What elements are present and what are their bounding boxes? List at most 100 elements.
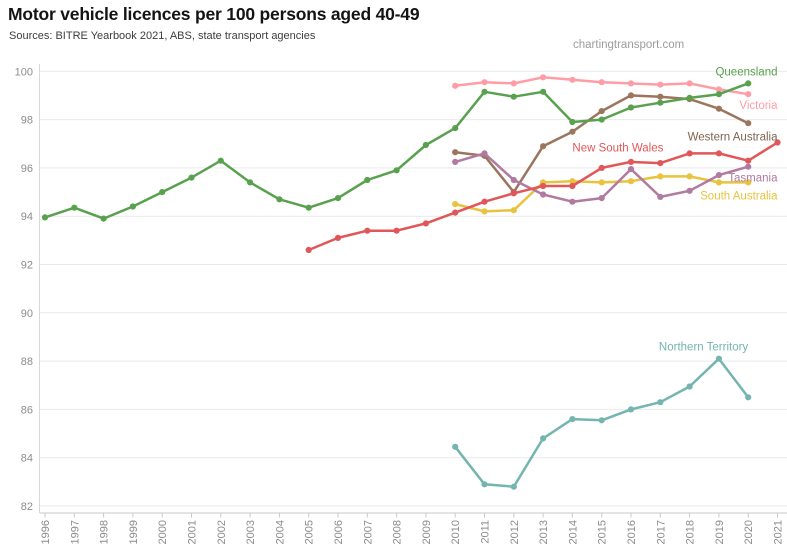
data-point [627,178,635,185]
data-point [247,179,254,186]
data-point [217,157,224,164]
x-tick-label: 1997 [69,520,81,544]
x-tick-label: 2015 [597,520,609,544]
x-tick-label: 2002 [216,520,228,544]
data-point [686,173,693,180]
series-label-queensland: Queensland [715,66,777,78]
data-point [540,191,547,198]
data-point [422,220,429,227]
data-point [452,443,459,450]
data-point [452,125,459,132]
data-point [100,215,107,222]
data-point [540,74,547,81]
series-label-new-south-wales: New South Wales [572,142,663,154]
y-tick-label: 94 [21,211,33,223]
x-tick-label: 2020 [743,520,755,544]
axes [39,64,787,514]
x-tick-label: 2012 [509,520,521,544]
y-tick-label: 84 [21,453,33,465]
data-point [657,399,664,406]
watermark: chartingtransport.com [573,39,685,51]
data-point [452,82,459,89]
y-axis-labels: 100 98 96 94 92 90 88 86 84 82 [15,66,33,513]
x-tick-label: 2010 [450,520,462,544]
data-point [422,141,429,149]
data-point [540,435,547,442]
x-tick-label: 2005 [304,520,316,544]
data-point [364,227,371,234]
y-tick-label: 100 [15,66,33,78]
data-point [657,193,664,200]
series-label-tasmania: Tasmania [728,173,778,185]
x-tick-label: 2019 [714,520,726,544]
series-south-australia [452,173,752,215]
data-point [686,383,693,390]
data-point [276,196,283,203]
data-point [481,79,488,86]
data-point [71,204,78,211]
data-point [481,150,488,157]
data-point [540,143,547,150]
data-point [627,80,635,87]
data-point [627,104,635,111]
data-point [452,201,459,208]
data-point [334,234,342,241]
data-point [745,394,752,401]
data-point [715,355,723,362]
data-point [745,163,752,170]
series-tasmania [452,150,752,205]
data-point [510,93,517,100]
gridlines [39,70,787,507]
data-point [364,176,371,184]
y-tick-label: 92 [21,260,33,272]
data-point [598,195,605,202]
data-point [452,149,459,156]
x-tick-label: 2003 [245,520,257,544]
x-tick-label: 2009 [421,520,433,544]
data-point [569,118,576,126]
data-point [569,416,576,423]
data-point [481,88,488,95]
data-point [715,105,723,112]
data-point [598,164,605,171]
y-tick-label: 86 [21,404,33,416]
data-point [569,76,576,83]
data-point [481,198,488,205]
data-point [305,246,312,254]
data-point [334,195,342,202]
data-point [686,187,693,194]
series-labels: Victoria Western Australia South Australia… [572,66,778,353]
x-tick-label: 2004 [274,520,286,544]
series-label-western-australia: Western Australia [688,132,779,144]
data-point [715,179,723,186]
data-point [481,208,488,215]
data-point [598,179,605,186]
data-point [452,158,459,165]
data-point [715,91,723,98]
data-point [452,209,459,216]
chart-title: Motor vehicle licences per 100 persons a… [8,4,420,24]
data-point [686,94,693,101]
x-tick-label: 2011 [480,520,492,544]
data-point [569,198,576,205]
data-point [657,81,664,88]
data-point [481,481,488,488]
data-point [540,182,547,190]
series-victoria [452,74,752,98]
x-axis-labels: 1996 1997 1998 1999 2000 2001 2002 2003 2004 2005… [40,513,785,544]
data-point [686,150,693,157]
data-point [393,227,400,234]
data-point [393,167,400,174]
y-tick-label: 88 [21,356,33,368]
data-point [715,150,723,157]
y-tick-label: 98 [21,115,33,127]
y-tick-label: 82 [21,501,33,513]
data-point [510,80,517,87]
series-queensland [41,80,752,222]
data-point [598,79,605,86]
x-tick-label: 2008 [392,520,404,544]
data-point [188,174,195,181]
chart-subtitle: Sources: BITRE Yearbook 2021, ABS, state… [9,30,316,42]
data-point [715,172,723,179]
